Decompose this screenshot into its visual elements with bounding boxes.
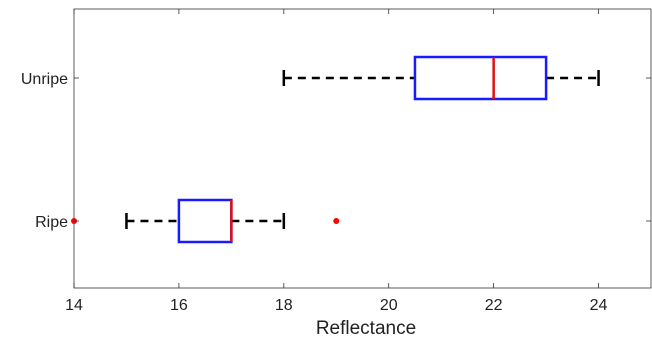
y-tick-label-ripe: Ripe <box>35 214 68 231</box>
axes-frame <box>73 8 652 289</box>
iqr-box-unripe <box>413 55 548 101</box>
box-ripe <box>71 198 340 244</box>
x-tick-label: 24 <box>590 297 608 314</box>
box-unripe <box>282 55 600 101</box>
x-tick-label: 20 <box>380 297 398 314</box>
x-axis-ticks: 14 16 18 20 22 24 <box>65 9 608 314</box>
x-tick-label: 16 <box>170 297 188 314</box>
plot-area-border <box>73 8 652 289</box>
y-tick-label-unripe: Unripe <box>21 71 68 88</box>
outlier-point-ripe <box>333 218 340 224</box>
x-axis-label: Reflectance <box>316 318 416 339</box>
x-tick-label: 22 <box>485 297 503 314</box>
x-tick-label: 18 <box>275 297 293 314</box>
y-axis-ticks: Unripe Ripe <box>21 71 651 231</box>
iqr-box-ripe <box>177 198 233 244</box>
x-tick-label: 14 <box>65 297 83 314</box>
box-group <box>71 55 600 244</box>
